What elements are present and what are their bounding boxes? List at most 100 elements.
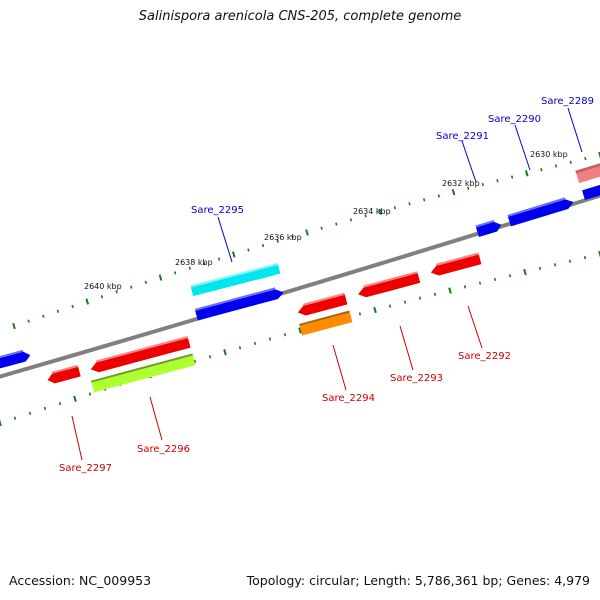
leader-line <box>514 124 531 171</box>
minor-tick <box>569 160 572 164</box>
minor-tick <box>358 312 362 316</box>
leader-line <box>71 415 83 461</box>
minor-tick <box>193 359 197 363</box>
minor-tick <box>393 206 397 210</box>
gene-blue-left[interactable] <box>0 348 32 371</box>
minor-tick <box>268 337 272 341</box>
minor-tick <box>43 406 47 411</box>
gene-blue-right[interactable] <box>582 181 600 200</box>
kbp-label-2634: 2634 kbp <box>353 207 391 216</box>
gene-orange[interactable] <box>299 310 353 336</box>
gene-sare-2289[interactable] <box>575 160 600 184</box>
minor-tick <box>496 179 499 183</box>
gene-label-sare-2289[interactable]: Sare_2289 <box>541 96 594 107</box>
minor-tick <box>568 259 572 263</box>
minor-tick <box>115 290 118 294</box>
major-tick <box>158 274 163 281</box>
leader-line <box>217 216 233 263</box>
gene-sare-2290[interactable] <box>507 195 575 227</box>
major-tick <box>524 170 529 177</box>
major-tick <box>451 188 456 196</box>
gene-lime[interactable] <box>90 353 196 393</box>
major-tick <box>523 268 527 276</box>
accession-label: Accession: NC_009953 <box>9 573 152 588</box>
minor-tick <box>554 164 558 168</box>
gene-sare-2296[interactable] <box>89 336 191 374</box>
minor-tick <box>58 401 62 406</box>
minor-tick <box>261 243 265 248</box>
major-tick <box>373 306 377 314</box>
leader-line <box>332 344 347 391</box>
minor-tick <box>276 239 279 243</box>
gene-label-sare-2291[interactable]: Sare_2291 <box>436 131 489 142</box>
kbp-label-2630: 2630 kbp <box>530 150 568 159</box>
minor-tick <box>208 355 212 359</box>
major-tick <box>73 395 77 402</box>
minor-tick <box>466 186 470 190</box>
minor-tick <box>335 222 338 226</box>
minor-tick <box>88 392 92 396</box>
gene-label-sare-2290[interactable]: Sare_2290 <box>488 114 541 125</box>
scale-ticks <box>0 151 600 427</box>
minor-tick <box>42 314 45 318</box>
major-tick <box>231 251 236 258</box>
minor-tick <box>56 309 60 313</box>
minor-tick <box>188 266 191 270</box>
kbp-label-2638: 2638 kbp <box>175 258 213 267</box>
major-tick <box>85 298 90 305</box>
minor-tick <box>349 218 353 222</box>
gene-sare-2297[interactable] <box>46 364 81 385</box>
minor-tick <box>510 175 514 179</box>
minor-tick <box>173 271 177 275</box>
minor-tick <box>364 214 367 218</box>
kbp-label-2636: 2636 kbp <box>264 233 302 242</box>
minor-tick <box>13 416 17 420</box>
minor-tick <box>584 156 587 161</box>
minor-tick <box>403 300 407 304</box>
minor-tick <box>437 194 441 198</box>
minor-tick <box>320 226 323 230</box>
gene-label-sare-2296[interactable]: Sare_2296 <box>137 444 190 455</box>
reverse-strand-genes <box>46 252 482 393</box>
gene-sare-2291[interactable] <box>475 218 502 237</box>
major-tick <box>378 208 383 215</box>
major-tick <box>598 151 600 159</box>
gene-sare-2295[interactable] <box>190 262 281 297</box>
minor-tick <box>28 411 32 415</box>
gene-sare-2294[interactable] <box>296 292 348 318</box>
minor-tick <box>408 202 411 206</box>
gene-label-sare-2293[interactable]: Sare_2293 <box>390 373 443 384</box>
leader-line <box>567 107 583 153</box>
major-tick <box>298 327 302 334</box>
forward-strand-genes <box>0 160 600 371</box>
minor-tick <box>253 341 257 346</box>
minor-tick <box>217 257 221 261</box>
major-tick <box>305 229 309 236</box>
gene-sare-2292[interactable] <box>429 252 482 278</box>
gene-sare-2293[interactable] <box>356 271 421 299</box>
minor-tick <box>508 274 512 278</box>
kbp-label-2632: 2632 kbp <box>442 179 480 188</box>
map-title: Salinispora arenicola CNS-205, complete … <box>138 9 462 24</box>
major-tick <box>448 287 452 294</box>
minor-tick <box>538 266 542 271</box>
minor-tick <box>130 285 133 289</box>
gene-label-sare-2295[interactable]: Sare_2295 <box>191 205 244 216</box>
minor-tick <box>203 261 206 266</box>
minor-tick <box>553 263 557 267</box>
minor-tick <box>478 281 482 285</box>
minor-tick <box>583 255 587 260</box>
minor-tick <box>423 198 426 202</box>
gene-label-sare-2292[interactable]: Sare_2292 <box>458 351 511 362</box>
minor-tick <box>71 304 74 309</box>
minor-tick <box>238 346 242 350</box>
minor-tick <box>540 167 543 172</box>
genome-summary: Topology: circular; Length: 5,786,361 bp… <box>246 573 590 588</box>
leader-line <box>399 325 414 371</box>
minor-tick <box>27 319 30 323</box>
minor-tick <box>388 304 392 308</box>
gene-blue-2638[interactable] <box>194 286 285 321</box>
gene-label-sare-2294[interactable]: Sare_2294 <box>322 393 375 404</box>
gene-label-sare-2297[interactable]: Sare_2297 <box>59 463 112 474</box>
